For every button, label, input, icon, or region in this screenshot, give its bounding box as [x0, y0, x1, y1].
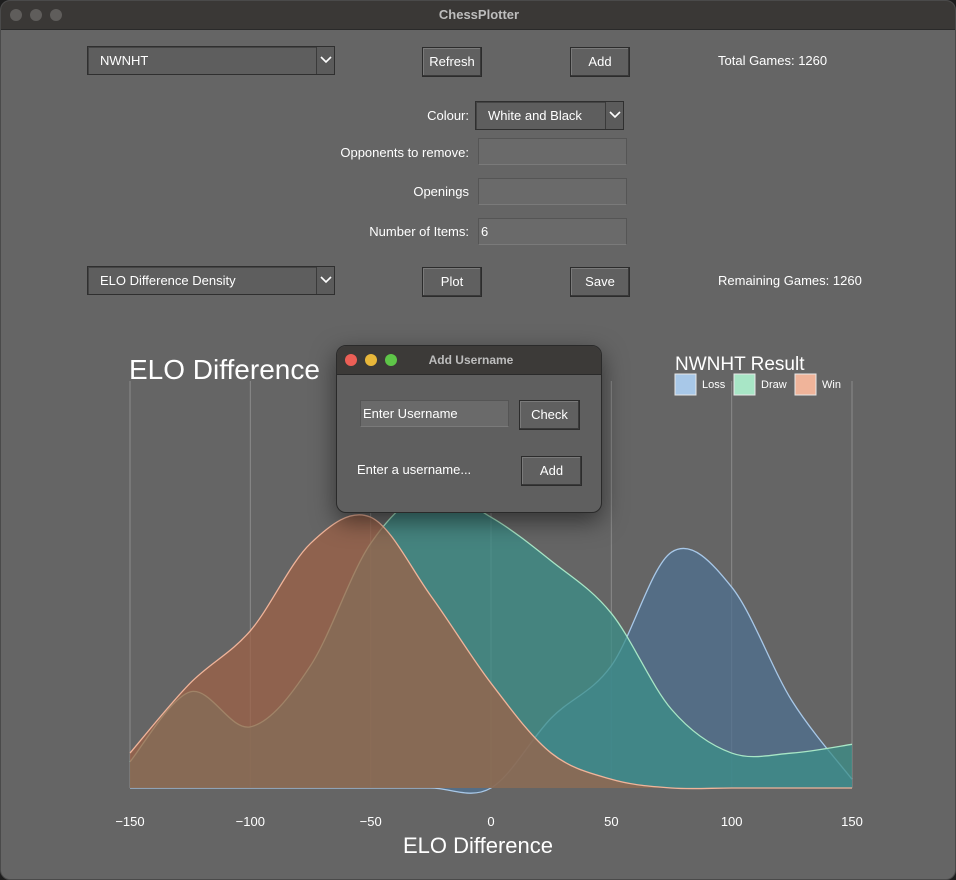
chevron-down-icon[interactable] [605, 102, 623, 129]
openings-input[interactable] [478, 178, 627, 205]
x-tick-label: 100 [721, 814, 743, 829]
add-username-dialog: Add Username Enter Username Check Enter … [336, 345, 602, 513]
number-of-items-input[interactable]: 6 [478, 218, 627, 245]
chevron-down-icon[interactable] [316, 267, 334, 294]
username-select[interactable]: NWNHT [87, 46, 335, 75]
dialog-add-button[interactable]: Add [521, 456, 582, 486]
plot-type-select-value: ELO Difference Density [100, 273, 236, 288]
window-title: ChessPlotter [438, 7, 520, 22]
zoom-window-icon[interactable] [50, 9, 62, 21]
zoom-dialog-icon[interactable] [385, 354, 397, 366]
legend-label-win: Win [822, 379, 841, 391]
minimize-dialog-icon[interactable] [365, 354, 377, 366]
plot-type-select[interactable]: ELO Difference Density [87, 266, 335, 295]
opponents-input[interactable] [478, 138, 627, 165]
add-button[interactable]: Add [570, 47, 630, 77]
total-games-label: Total Games: 1260 [718, 53, 828, 68]
chevron-down-icon[interactable] [316, 47, 334, 74]
x-tick-label: −150 [115, 814, 144, 829]
legend-label-loss: Loss [702, 379, 726, 391]
close-window-icon[interactable] [10, 9, 22, 21]
title-bar: ChessPlotter [1, 1, 955, 30]
colour-label: Colour: [427, 108, 469, 123]
x-tick-label: 150 [841, 814, 863, 829]
density-line-win [129, 514, 852, 790]
colour-select-value: White and Black [488, 108, 582, 123]
plot-button[interactable]: Plot [422, 267, 482, 297]
openings-label: Openings [413, 184, 469, 199]
username-input[interactable]: Enter Username [360, 400, 509, 427]
minimize-window-icon[interactable] [30, 9, 42, 21]
legend-swatch-win [794, 373, 817, 396]
number-of-items-label: Number of Items: [369, 224, 469, 239]
refresh-button[interactable]: Refresh [422, 47, 482, 77]
x-axis-label: ELO Difference [403, 833, 553, 858]
save-button[interactable]: Save [570, 267, 630, 297]
opponents-label: Opponents to remove: [340, 145, 469, 160]
x-tick-label: 0 [487, 814, 494, 829]
x-tick-label: −50 [360, 814, 382, 829]
check-button[interactable]: Check [519, 400, 580, 430]
x-tick-label: 50 [604, 814, 618, 829]
x-tick-label: −100 [236, 814, 265, 829]
chart-title: ELO Difference [129, 354, 320, 385]
legend-swatch-loss [674, 373, 697, 396]
legend-label-draw: Draw [761, 379, 787, 391]
dialog-title: Add Username [428, 353, 514, 367]
dialog-title-bar: Add Username [337, 346, 601, 375]
colour-select[interactable]: White and Black [475, 101, 624, 130]
density-area-win [130, 514, 852, 789]
dialog-status-text: Enter a username... [357, 462, 472, 477]
remaining-games-label: Remaining Games: 1260 [718, 273, 862, 288]
username-select-value: NWNHT [100, 53, 149, 68]
legend-swatch-draw [733, 373, 756, 396]
legend-title: NWNHT Result [675, 354, 805, 375]
close-dialog-icon[interactable] [345, 354, 357, 366]
